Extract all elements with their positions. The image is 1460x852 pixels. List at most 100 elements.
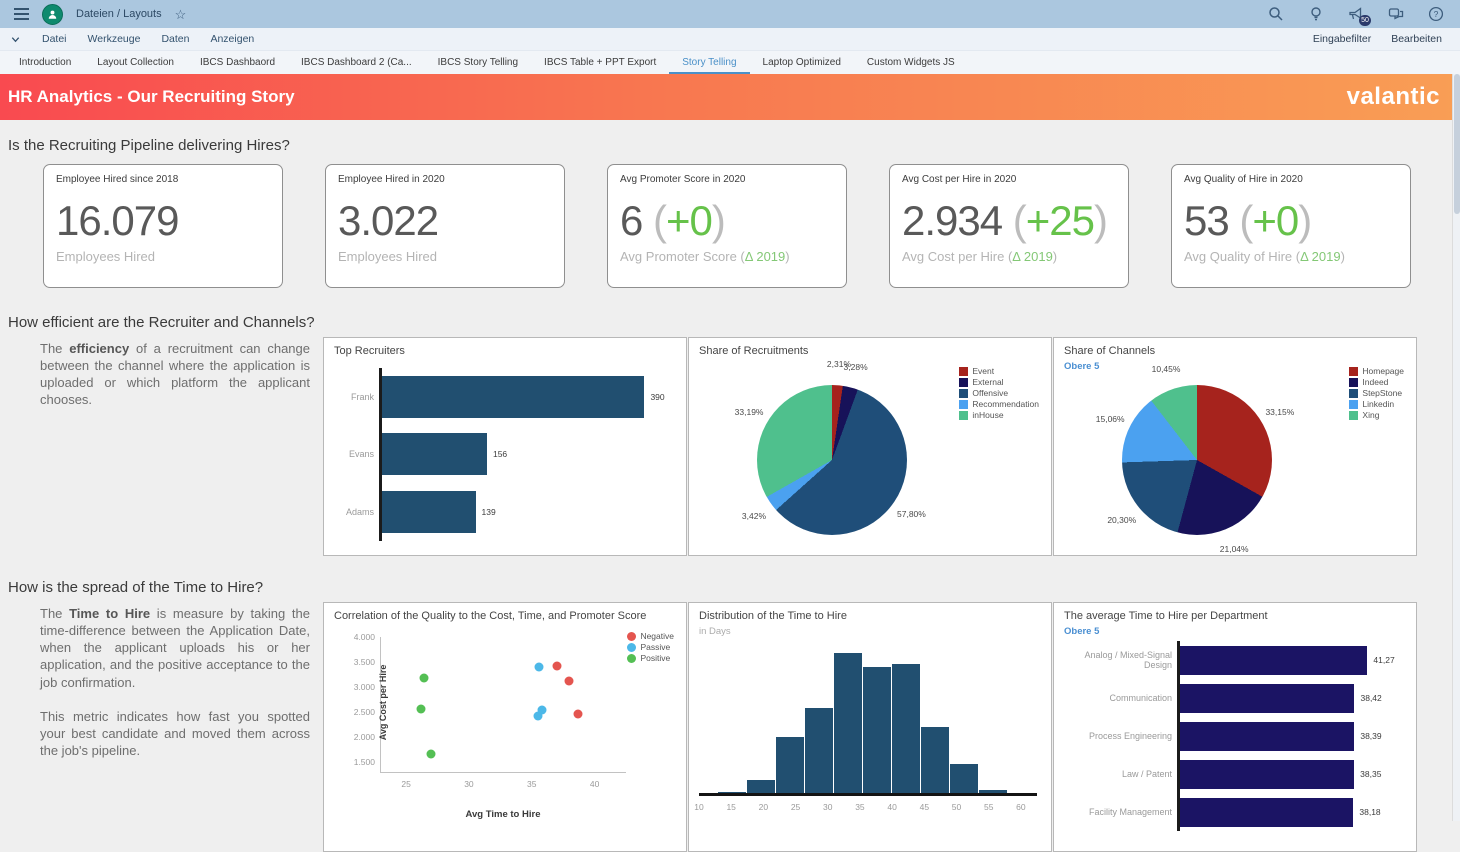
tab-ibcs-table-ppt-export[interactable]: IBCS Table + PPT Export	[531, 51, 669, 74]
chart-card-top_recruiters: Top RecruitersFrank390Evans156Adams139	[323, 337, 687, 556]
help-icon[interactable]: ?	[1428, 6, 1444, 22]
legend-item-xing[interactable]: Xing	[1349, 410, 1404, 421]
hamburger-menu-icon[interactable]	[14, 8, 29, 20]
y-tick: 3.000	[329, 682, 375, 692]
tab-ibcs-dashboard-2-ca[interactable]: IBCS Dashboard 2 (Ca...	[288, 51, 425, 74]
legend-label: Offensive	[972, 388, 1008, 399]
category-label: Adams	[324, 507, 374, 517]
vertical-scrollbar[interactable]	[1452, 74, 1460, 821]
bar-law-patent[interactable]	[1180, 760, 1354, 789]
chart-title: Share of Recruitments	[699, 345, 808, 357]
hist-bar-4[interactable]	[834, 653, 863, 793]
bar-analog-mixed-signal-design[interactable]	[1180, 646, 1367, 675]
avatar[interactable]	[42, 4, 63, 25]
bar-adams[interactable]	[382, 491, 476, 533]
bar-evans[interactable]	[382, 433, 487, 475]
scatter-point-negative[interactable]	[574, 709, 583, 718]
chart-subtitle[interactable]: Obere 5	[1064, 361, 1099, 372]
pie-share_channels[interactable]	[1122, 385, 1272, 535]
legend-item-homepage[interactable]: Homepage	[1349, 366, 1404, 377]
bar-communication[interactable]	[1180, 684, 1354, 713]
legend-item-linkedin[interactable]: Linkedin	[1349, 399, 1404, 410]
band-time-to-hire: The Time to Hire is measure by taking th…	[0, 602, 1460, 852]
menu-item-datei[interactable]: Datei	[42, 33, 67, 45]
legend-item-recommendation[interactable]: Recommendation	[959, 399, 1039, 410]
scatter-point-negative[interactable]	[552, 662, 561, 671]
pie-slice-label-stepstone: 20,30%	[1107, 515, 1136, 525]
menu-item-anzeigen[interactable]: Anzeigen	[210, 33, 254, 45]
breadcrumb[interactable]: Dateien / Layouts	[76, 8, 162, 20]
legend-label: Event	[972, 366, 994, 377]
value-label: 390	[650, 392, 664, 402]
pie-share_recruitments[interactable]	[757, 385, 907, 535]
tab-story-telling[interactable]: Story Telling	[669, 51, 749, 74]
menu-item-werkzeuge[interactable]: Werkzeuge	[88, 33, 141, 45]
notification-badge: 50	[1359, 15, 1371, 26]
kpi-value: 2.934 (+25)	[902, 200, 1116, 242]
svg-text:?: ?	[1434, 9, 1439, 19]
scatter-point-positive[interactable]	[417, 705, 426, 714]
chart-legend: HomepageIndeedStepStoneLinkedinXing	[1349, 366, 1404, 421]
scatter-point-passive[interactable]	[534, 712, 543, 721]
hist-bar-2[interactable]	[776, 737, 805, 793]
scatter-point-positive[interactable]	[427, 749, 436, 758]
scatter-point-positive[interactable]	[419, 673, 428, 682]
announcement-icon[interactable]: 50	[1348, 6, 1364, 22]
legend-item-event[interactable]: Event	[959, 366, 1039, 377]
scatter-point-passive[interactable]	[535, 662, 544, 671]
comments-icon[interactable]	[1388, 6, 1404, 22]
legend-label: inHouse	[972, 410, 1003, 421]
legend-item-negative[interactable]: Negative	[627, 631, 674, 642]
bar-frank[interactable]	[382, 376, 644, 418]
legend-label: Homepage	[1362, 366, 1404, 377]
legend-item-offensive[interactable]: Offensive	[959, 388, 1039, 399]
legend-item-passive[interactable]: Passive	[627, 642, 674, 653]
legend-item-stepstone[interactable]: StepStone	[1349, 388, 1404, 399]
lightbulb-icon[interactable]	[1308, 6, 1324, 22]
kpi-card-3[interactable]: Avg Cost per Hire in 20202.934 (+25)Avg …	[889, 164, 1129, 288]
tab-ibcs-story-telling[interactable]: IBCS Story Telling	[425, 51, 531, 74]
tab-custom-widgets-js[interactable]: Custom Widgets JS	[854, 51, 968, 74]
bar-facility-management[interactable]	[1180, 798, 1353, 827]
chart-card-tth_department: The average Time to Hire per DepartmentO…	[1053, 602, 1417, 852]
x-tick: 25	[401, 779, 410, 789]
chart-subtitle[interactable]: Obere 5	[1064, 626, 1099, 637]
legend-item-inhouse[interactable]: inHouse	[959, 410, 1039, 421]
favorite-star-icon[interactable]: ☆	[175, 8, 187, 21]
hist-bar-5[interactable]	[863, 667, 892, 793]
tab-ibcs-dashbaord[interactable]: IBCS Dashbaord	[187, 51, 288, 74]
menu-item-daten[interactable]: Daten	[161, 33, 189, 45]
kpi-card-4[interactable]: Avg Quality of Hire in 202053 (+0)Avg Qu…	[1171, 164, 1411, 288]
kpi-card-1[interactable]: Employee Hired in 20203.022Employees Hir…	[325, 164, 565, 288]
legend-item-external[interactable]: External	[959, 377, 1039, 388]
action-bearbeiten[interactable]: Bearbeiten	[1391, 33, 1442, 45]
x-tick: 35	[855, 802, 864, 812]
pie-slice-label-inhouse: 33,19%	[735, 407, 764, 417]
page-title: HR Analytics - Our Recruiting Story	[8, 87, 295, 107]
search-icon[interactable]	[1268, 6, 1284, 22]
action-eingabefilter[interactable]: Eingabefilter	[1313, 33, 1371, 45]
tab-introduction[interactable]: Introduction	[6, 51, 84, 74]
histogram-plot-area: 1015202530354045505560	[699, 653, 1037, 793]
kpi-card-2[interactable]: Avg Promoter Score in 20206 (+0)Avg Prom…	[607, 164, 847, 288]
section-heading-efficiency: How efficient are the Recruiter and Chan…	[8, 314, 1460, 331]
chevron-down-icon[interactable]	[10, 34, 21, 45]
hist-bar-1[interactable]	[747, 780, 776, 793]
kpi-title: Avg Cost per Hire in 2020	[902, 174, 1116, 185]
legend-item-positive[interactable]: Positive	[627, 653, 674, 664]
hist-bar-3[interactable]	[805, 708, 834, 793]
hist-bar-7[interactable]	[921, 727, 950, 793]
text-run: The	[40, 606, 69, 621]
bar-process-engineering[interactable]	[1180, 722, 1354, 751]
tab-layout-collection[interactable]: Layout Collection	[84, 51, 187, 74]
scatter-point-negative[interactable]	[565, 676, 574, 685]
legend-item-indeed[interactable]: Indeed	[1349, 377, 1404, 388]
hist-bar-6[interactable]	[892, 664, 921, 793]
scrollbar-thumb[interactable]	[1454, 74, 1460, 214]
tab-laptop-optimized[interactable]: Laptop Optimized	[750, 51, 854, 74]
hist-bar-8[interactable]	[950, 764, 979, 793]
kpi-card-0[interactable]: Employee Hired since 201816.079Employees…	[43, 164, 283, 288]
menu-bar: Datei Werkzeuge Daten Anzeigen Eingabefilte…	[0, 28, 1460, 51]
kpi-delta: (	[1229, 197, 1253, 244]
chart-card-tth_distribution: Distribution of the Time to Hirein Days1…	[688, 602, 1052, 852]
